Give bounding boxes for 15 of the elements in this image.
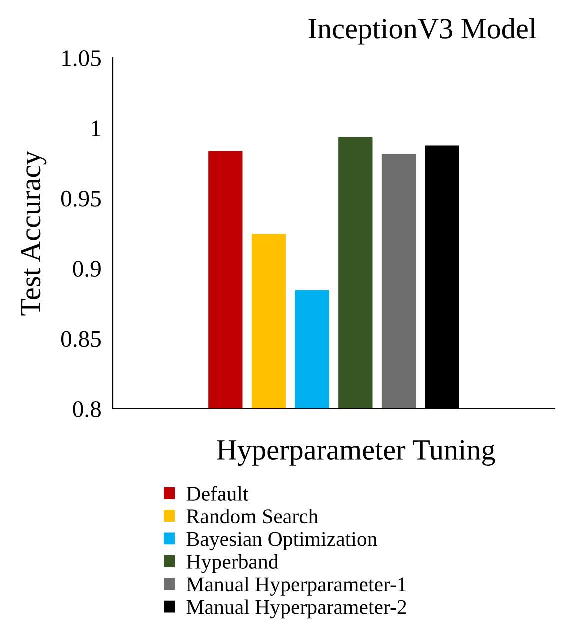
- chart-title: InceptionV3 Model: [308, 18, 536, 45]
- y-tick-label: 1.05: [62, 50, 101, 67]
- y-axis-title: Test Accuracy: [21, 150, 47, 316]
- y-tick-label: 0.9: [73, 261, 101, 278]
- legend-label: Bayesian Optimization: [186, 532, 378, 551]
- y-tick-label: 0.8: [73, 401, 101, 418]
- y-tick-label: 0.85: [61, 331, 101, 348]
- legend-label: Manual Hyperparameter-2: [186, 600, 406, 619]
- legend-label: Random Search: [186, 508, 318, 524]
- y-tick-label: 0.95: [61, 190, 101, 207]
- legend-label: Hyperband: [186, 554, 279, 574]
- legend-label: Default: [186, 486, 249, 501]
- x-axis-title: Hyperparameter Tuning: [217, 440, 496, 466]
- legend-label: Manual Hyperparameter-1: [186, 577, 406, 596]
- y-tick-label: 1: [92, 120, 100, 136]
